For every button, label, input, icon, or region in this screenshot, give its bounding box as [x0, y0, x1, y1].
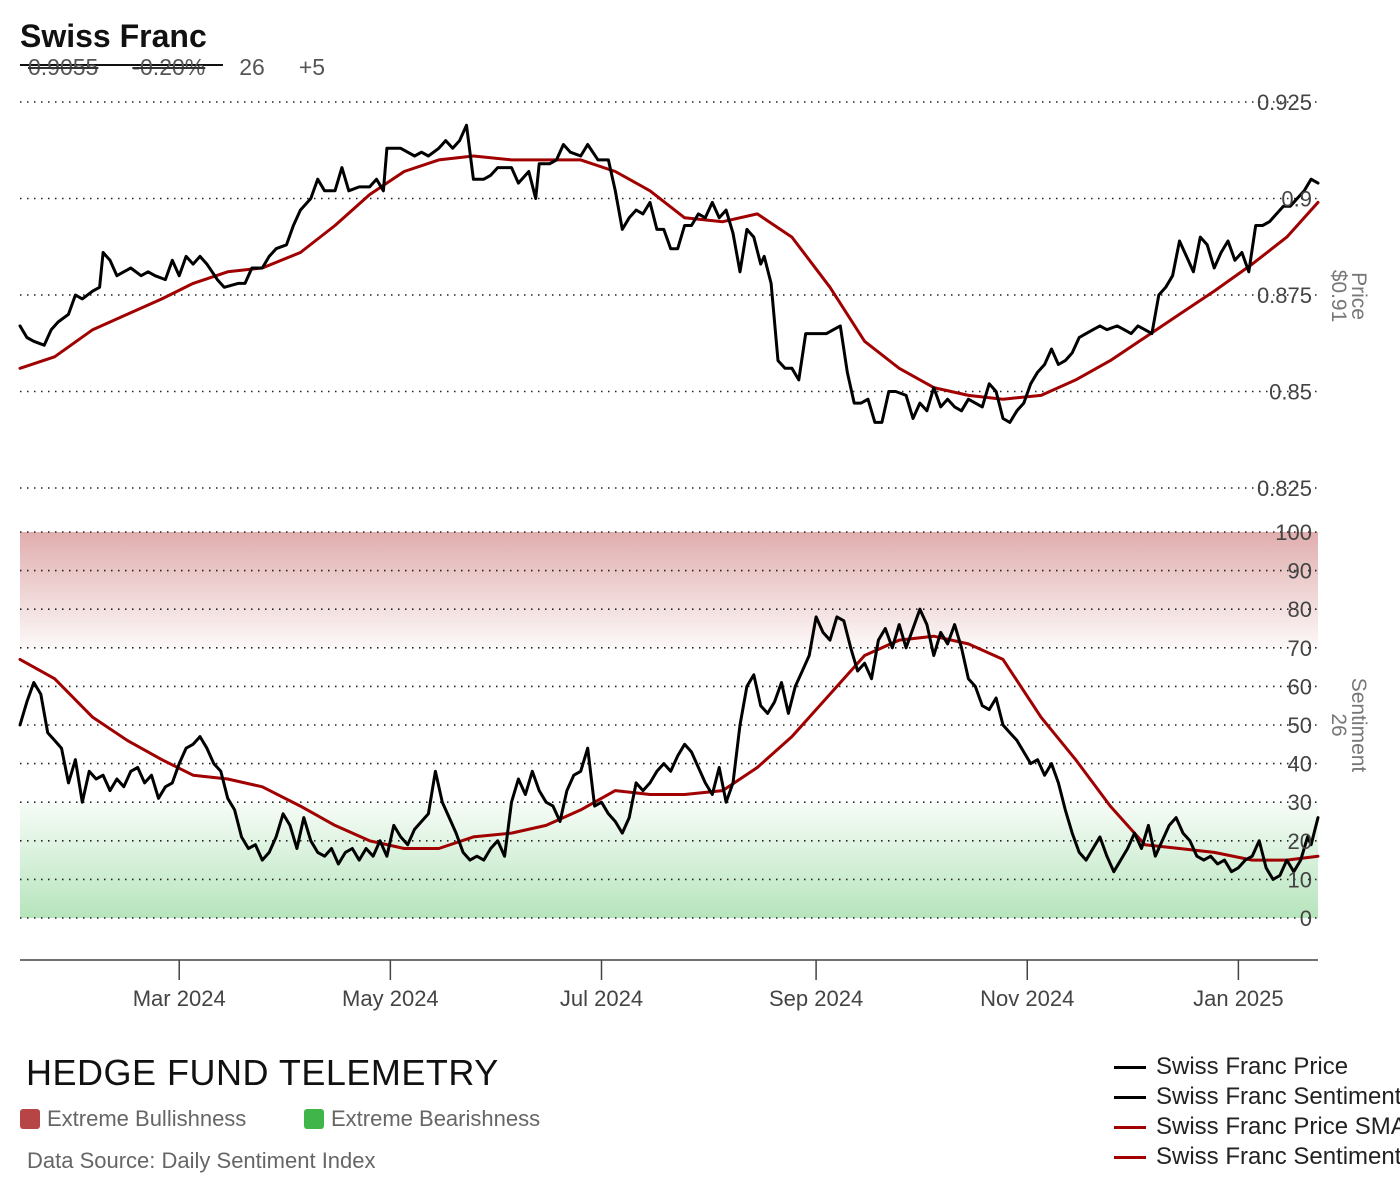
chart-canvas: Mar 2024 May 2024 Jul 2024 Sep 2024 Nov 2024…: [18, 90, 1370, 1011]
legend-item-price[interactable]: Swiss Franc Price: [1114, 1052, 1400, 1082]
bearish-label: Extreme Bearishness: [331, 1106, 541, 1131]
legend-swatch: [1114, 1125, 1146, 1129]
sentiment-y-tick-label: 30: [1288, 790, 1312, 815]
summary-change: -0.20%: [132, 54, 206, 80]
x-axis-ticks: Mar 2024 May 2024 Jul 2024 Sep 2024 Nov 2024…: [133, 960, 1284, 1011]
sentiment-axis-current: 26: [1327, 713, 1350, 736]
price-y-tick-label: 0.85: [1269, 380, 1312, 405]
bullish-label: Extreme Bullishness: [47, 1106, 247, 1131]
sentiment-y-tick-label: 60: [1288, 674, 1312, 699]
y-axis-ticks: 0.825 0.85 0.875 0.9 0.925 0 10 20 30 40 50 60 70 80 9…: [1257, 90, 1312, 931]
swiss-franc-price-line: [18, 123, 1320, 424]
legend-label: Swiss Franc Price: [1156, 1053, 1349, 1080]
price-y-tick-label: 0.875: [1257, 283, 1312, 308]
summary-price: 0.9055: [28, 54, 99, 80]
price-axis-current: $0.91: [1327, 270, 1350, 323]
x-tick-label: Sep 2024: [769, 986, 863, 1011]
bearish-swatch: [304, 1109, 324, 1129]
swiss-franc-sentiment-line: [18, 607, 1320, 881]
summary-row: 0.9055 -0.20% 26 +5: [28, 54, 359, 81]
legend-swatch: [1114, 1065, 1146, 1069]
chart-title: Swiss Franc: [20, 18, 207, 54]
summary-sentiment-change: +5: [298, 54, 326, 80]
price-y-tick-label: 0.9: [1281, 187, 1312, 212]
data-source: Data Source: Daily Sentiment Index: [27, 1148, 376, 1173]
sentiment-y-tick-label: 0: [1300, 906, 1312, 931]
x-tick-label: Mar 2024: [133, 986, 226, 1011]
swiss-franc-sentiment-sma-line: [18, 634, 1320, 862]
price-axis-title: Price: [1347, 272, 1370, 320]
legend-item-sentiment-sma[interactable]: Swiss Franc Sentiment SMA: [1114, 1142, 1400, 1172]
legend-swatch: [1114, 1095, 1146, 1099]
x-tick-label: Nov 2024: [980, 986, 1074, 1011]
series-lines: [18, 123, 1320, 881]
price-y-tick-label: 0.825: [1257, 476, 1312, 501]
price-y-tick-label: 0.925: [1257, 90, 1312, 115]
bullish-swatch: [20, 1109, 40, 1129]
sentiment-zones: [20, 532, 1318, 918]
legend-swatch: [1114, 1155, 1146, 1159]
sentiment-y-tick-label: 100: [1275, 520, 1312, 545]
legend-item-sentiment[interactable]: Swiss Franc Sentiment: [1114, 1082, 1400, 1112]
legend-label: Swiss Franc Price SMA: [1156, 1113, 1400, 1140]
zone-key-bearish: Extreme Bearishness: [304, 1106, 540, 1132]
sentiment-y-tick-label: 10: [1288, 867, 1312, 892]
legend-label: Swiss Franc Sentiment SMA: [1156, 1143, 1400, 1170]
sentiment-y-tick-label: 40: [1288, 752, 1312, 777]
title-underline: [20, 64, 223, 66]
sentiment-y-tick-label: 90: [1288, 559, 1312, 584]
x-tick-label: May 2024: [342, 986, 439, 1011]
legend: Swiss Franc Price Swiss Franc Sentiment …: [1114, 1052, 1400, 1172]
sentiment-y-tick-label: 50: [1288, 713, 1312, 738]
sentiment-axis-title: Sentiment: [1347, 678, 1370, 773]
zone-key-bullish: Extreme Bullishness: [20, 1106, 246, 1132]
legend-item-price-sma[interactable]: Swiss Franc Price SMA: [1114, 1112, 1400, 1142]
sentiment-y-tick-label: 70: [1288, 636, 1312, 661]
x-tick-label: Jul 2024: [560, 986, 643, 1011]
sentiment-y-tick-label: 80: [1288, 597, 1312, 622]
summary-sentiment: 26: [239, 54, 265, 80]
x-tick-label: Jan 2025: [1193, 986, 1284, 1011]
extreme-bullish-zone: [20, 532, 1318, 648]
brand-name: HEDGE FUND TELEMETRY: [26, 1052, 499, 1093]
swiss-franc-price-sma-line: [18, 154, 1320, 401]
legend-label: Swiss Franc Sentiment: [1156, 1083, 1400, 1110]
sentiment-y-tick-label: 20: [1288, 829, 1312, 854]
